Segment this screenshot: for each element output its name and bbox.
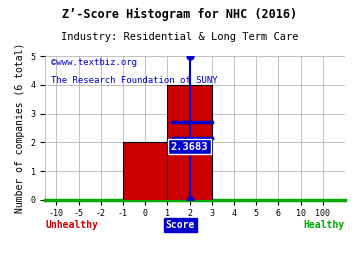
Text: Z’-Score Histogram for NHC (2016): Z’-Score Histogram for NHC (2016)	[62, 8, 298, 21]
Text: Score: Score	[166, 220, 195, 230]
Text: Unhealthy: Unhealthy	[45, 220, 98, 230]
Bar	[123, 142, 167, 200]
Text: The Research Foundation of SUNY: The Research Foundation of SUNY	[51, 76, 218, 85]
Text: Industry: Residential & Long Term Care: Industry: Residential & Long Term Care	[61, 32, 299, 42]
Bar	[167, 85, 212, 200]
Text: 2.3683: 2.3683	[171, 142, 208, 152]
Text: Healthy: Healthy	[304, 220, 345, 230]
Text: ©www.textbiz.org: ©www.textbiz.org	[51, 58, 137, 67]
Y-axis label: Number of companies (6 total): Number of companies (6 total)	[15, 43, 25, 213]
